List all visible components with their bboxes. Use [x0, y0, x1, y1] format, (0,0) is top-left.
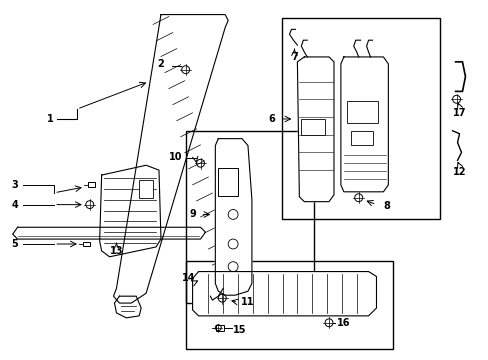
Text: 11: 11	[241, 297, 254, 307]
Polygon shape	[192, 271, 376, 316]
Bar	[216, 325, 224, 330]
Bar	[346, 101, 378, 123]
Bar	[139, 180, 153, 198]
Polygon shape	[113, 15, 228, 303]
Text: 17: 17	[452, 108, 466, 118]
Text: 16: 16	[336, 318, 350, 328]
Bar	[301, 119, 325, 135]
Polygon shape	[100, 165, 161, 257]
Bar	[350, 131, 372, 145]
Text: 14: 14	[182, 274, 195, 283]
Text: 15: 15	[233, 325, 246, 335]
Text: 13: 13	[109, 246, 123, 256]
Text: 6: 6	[268, 114, 275, 124]
Text: 4: 4	[11, 199, 18, 210]
Text: 1: 1	[47, 114, 54, 124]
Bar	[218, 168, 238, 196]
Text: 3: 3	[11, 180, 18, 190]
Bar	[185, 261, 392, 349]
Polygon shape	[340, 57, 387, 192]
Text: 10: 10	[169, 152, 182, 162]
Text: 7: 7	[290, 52, 297, 62]
Text: 12: 12	[452, 167, 466, 177]
Bar	[88, 183, 95, 188]
Text: 2: 2	[157, 59, 164, 69]
Polygon shape	[114, 296, 141, 318]
Polygon shape	[297, 57, 333, 202]
Polygon shape	[13, 227, 205, 239]
Bar	[185, 131, 314, 303]
Polygon shape	[215, 139, 251, 295]
Bar	[281, 18, 439, 219]
Bar	[83, 242, 90, 247]
Text: 8: 8	[382, 201, 389, 211]
Text: 9: 9	[189, 210, 196, 220]
Text: 5: 5	[11, 239, 18, 249]
